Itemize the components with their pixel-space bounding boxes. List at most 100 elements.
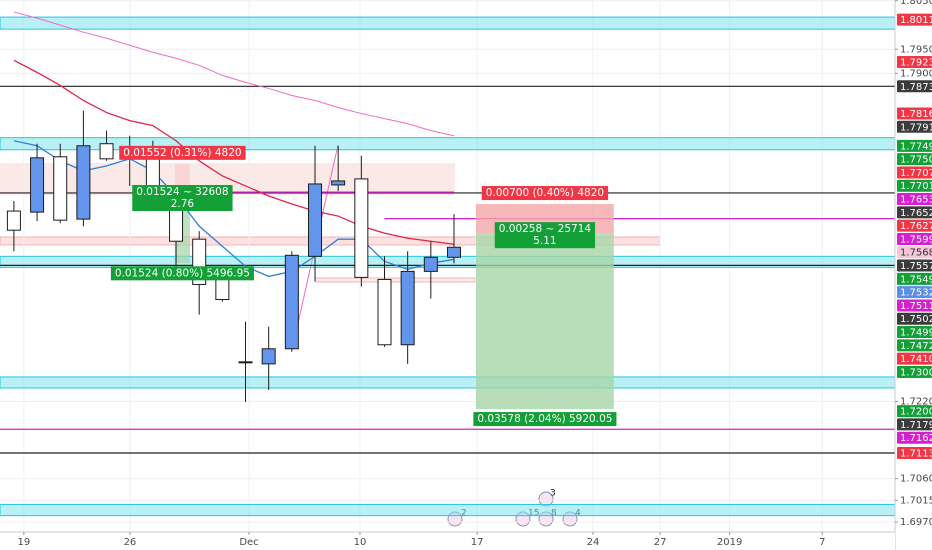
price-badge-label: 1.75320 <box>900 288 932 299</box>
price-badge <box>897 153 932 166</box>
x-tick-label: 10 <box>354 537 367 548</box>
label-text: 0.01524 (0.80%) 5496.95 <box>115 267 250 279</box>
x-tick-label: 2019 <box>717 537 742 548</box>
candle-body <box>30 157 45 213</box>
price-badge <box>897 56 932 69</box>
price-badge-label: 1.75685 <box>900 248 932 259</box>
price-badge <box>897 365 932 378</box>
candle-body <box>354 178 369 278</box>
x-tick-label: 19 <box>17 537 30 548</box>
y-tick-label: 1.72200 <box>900 396 932 407</box>
price-badge-label: 1.71131 <box>900 449 932 460</box>
x-tick-label: 7 <box>819 537 825 548</box>
price-badge-label: 1.77917 <box>900 122 932 133</box>
x-tick-label: 27 <box>654 537 667 548</box>
label-text: 0.01524 ~ 32608 <box>136 186 228 198</box>
x-tick-label: Dec <box>239 537 258 548</box>
price-badge-label: 1.76538 <box>900 195 932 206</box>
event-count: 3 <box>550 489 556 499</box>
price-badge-label: 1.75499 <box>900 274 932 285</box>
price-badge-label: 1.72000 <box>900 407 932 418</box>
moving-average <box>13 11 455 137</box>
price-badge-label: 1.74106 <box>900 354 932 365</box>
position-label: 0.03578 (2.04%) 5920.05 <box>473 412 617 427</box>
price-badge <box>897 193 932 206</box>
candle-body <box>53 156 68 221</box>
price-badge-label: 1.77015 <box>900 181 932 192</box>
candle-body <box>423 256 438 272</box>
candle-body <box>308 183 323 257</box>
price-badge <box>897 219 932 232</box>
price-badge-label: 1.75990 <box>900 234 932 245</box>
price-badge <box>897 246 932 259</box>
price-badge-label: 1.78732 <box>900 82 932 93</box>
label-box <box>473 412 617 427</box>
label-box <box>494 222 596 249</box>
price-badge <box>897 431 932 444</box>
price-badge <box>897 107 932 120</box>
price-badge <box>897 272 932 285</box>
price-badge-label: 1.79235 <box>900 58 932 69</box>
y-tick-label: 1.79000 <box>900 68 932 79</box>
price-badge <box>897 206 932 219</box>
label-text: 0.01552 (0.31%) 4820 <box>123 147 241 159</box>
candle-body <box>331 180 346 186</box>
price-badge <box>897 166 932 179</box>
zone <box>0 16 896 30</box>
price-badge-label: 1.74726 <box>900 341 932 352</box>
price-badge <box>897 299 932 312</box>
label-text: 2.76 <box>171 198 195 210</box>
price-badge-label: 1.80115 <box>900 15 932 26</box>
candle-body <box>99 143 114 160</box>
zone <box>0 376 896 389</box>
candle-body <box>400 270 415 346</box>
position-label: 0.01524 (0.80%) 5496.95 <box>110 266 254 281</box>
price-badge-label: 1.71623 <box>900 433 932 444</box>
price-badge <box>897 326 932 339</box>
price-badge-label: 1.74998 <box>900 328 932 339</box>
position-label: 0.00700 (0.40%) 4820 <box>481 186 609 201</box>
price-badge-label: 1.76522 <box>900 208 932 219</box>
candle-body <box>284 254 299 350</box>
y-tick-label: 1.69700 <box>900 517 932 528</box>
price-badge-label: 1.75578 <box>900 261 932 272</box>
candle-body <box>238 361 253 364</box>
target-zone <box>475 233 614 410</box>
price-badge <box>897 139 932 152</box>
price-badge <box>897 179 932 192</box>
x-tick-label: 17 <box>471 537 484 548</box>
candle-body <box>377 278 392 346</box>
label-box <box>119 145 246 160</box>
candle-body <box>215 278 230 301</box>
price-badge-label: 1.76278 <box>900 221 932 232</box>
price-badge-label: 1.75020 <box>900 314 932 325</box>
y-tick-label: 1.70150 <box>900 495 932 506</box>
drawn-rect <box>314 277 476 283</box>
y-tick-label: 1.70600 <box>900 474 932 485</box>
label-text: 0.03578 (2.04%) 5920.05 <box>477 413 612 425</box>
moving-average <box>13 59 455 245</box>
price-badge <box>897 120 932 133</box>
price-badge <box>897 259 932 272</box>
price-badge <box>897 352 932 365</box>
zone <box>0 504 896 517</box>
x-tick-label: 24 <box>587 537 600 548</box>
price-badge <box>897 339 932 352</box>
price-badge-label: 1.78169 <box>900 109 932 120</box>
position-label: 0.01552 (0.31%) 4820 <box>119 145 246 160</box>
candle-body <box>446 246 461 258</box>
label-text: 5.11 <box>533 235 556 247</box>
label-box <box>110 266 254 281</box>
label-text: 0.00700 (0.40%) 4820 <box>486 187 604 199</box>
candle-body <box>261 348 276 365</box>
price-badge-label: 1.73008 <box>900 367 932 378</box>
x-tick-label: 26 <box>124 537 137 548</box>
y-tick-label: 1.79500 <box>900 44 932 55</box>
price-badge <box>897 447 932 460</box>
y-tick-label: 1.80505 <box>900 0 932 7</box>
price-badge-label: 1.77498 <box>900 141 932 152</box>
candle-body <box>76 145 91 220</box>
